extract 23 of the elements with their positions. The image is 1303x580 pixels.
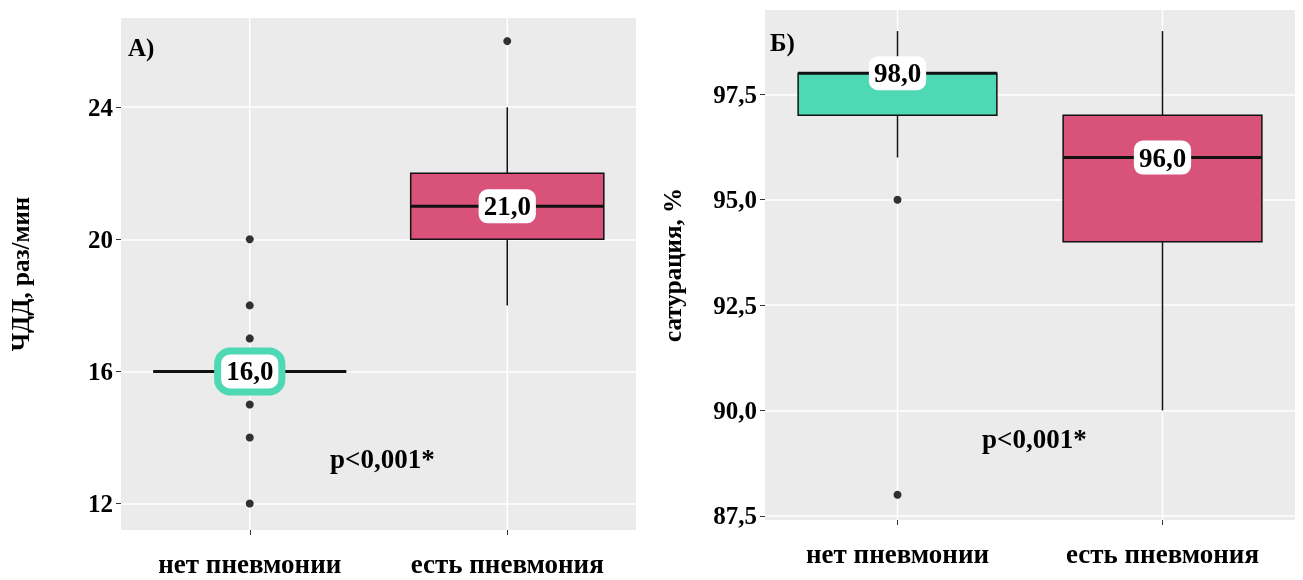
y-tick-label: 87,5: [713, 502, 757, 530]
y-tick-label: 92,5: [713, 291, 757, 319]
annotation: 98,0: [873, 58, 922, 89]
x-tick-label: есть пневмония: [410, 548, 604, 579]
annotation: p<0,001*: [982, 423, 1087, 454]
annotation: p<0,001*: [330, 443, 435, 474]
x-tick-label: нет пневмонии: [158, 548, 342, 579]
y-tick-label: 97,5: [713, 80, 757, 108]
text: Б): [770, 29, 795, 57]
annotation: 96,0: [1138, 142, 1187, 173]
y-tick-label: 20: [88, 225, 113, 253]
y-tick-label: 16: [88, 357, 113, 385]
x-tick-label: есть пневмония: [1065, 538, 1260, 569]
y-axis-title: сатурация, %: [659, 188, 686, 342]
text: А): [128, 34, 155, 62]
y-axis-title: ЧДД, раз/мин: [7, 196, 34, 352]
annotation: 16,0: [226, 356, 274, 387]
x-tick-label: нет пневмонии: [806, 538, 989, 569]
annotation: 21,0: [483, 191, 531, 222]
y-tick-label: 24: [88, 93, 114, 121]
y-tick-label: 95,0: [713, 186, 757, 214]
y-tick-label: 90,0: [713, 396, 757, 424]
y-tick-label: 12: [88, 490, 113, 518]
